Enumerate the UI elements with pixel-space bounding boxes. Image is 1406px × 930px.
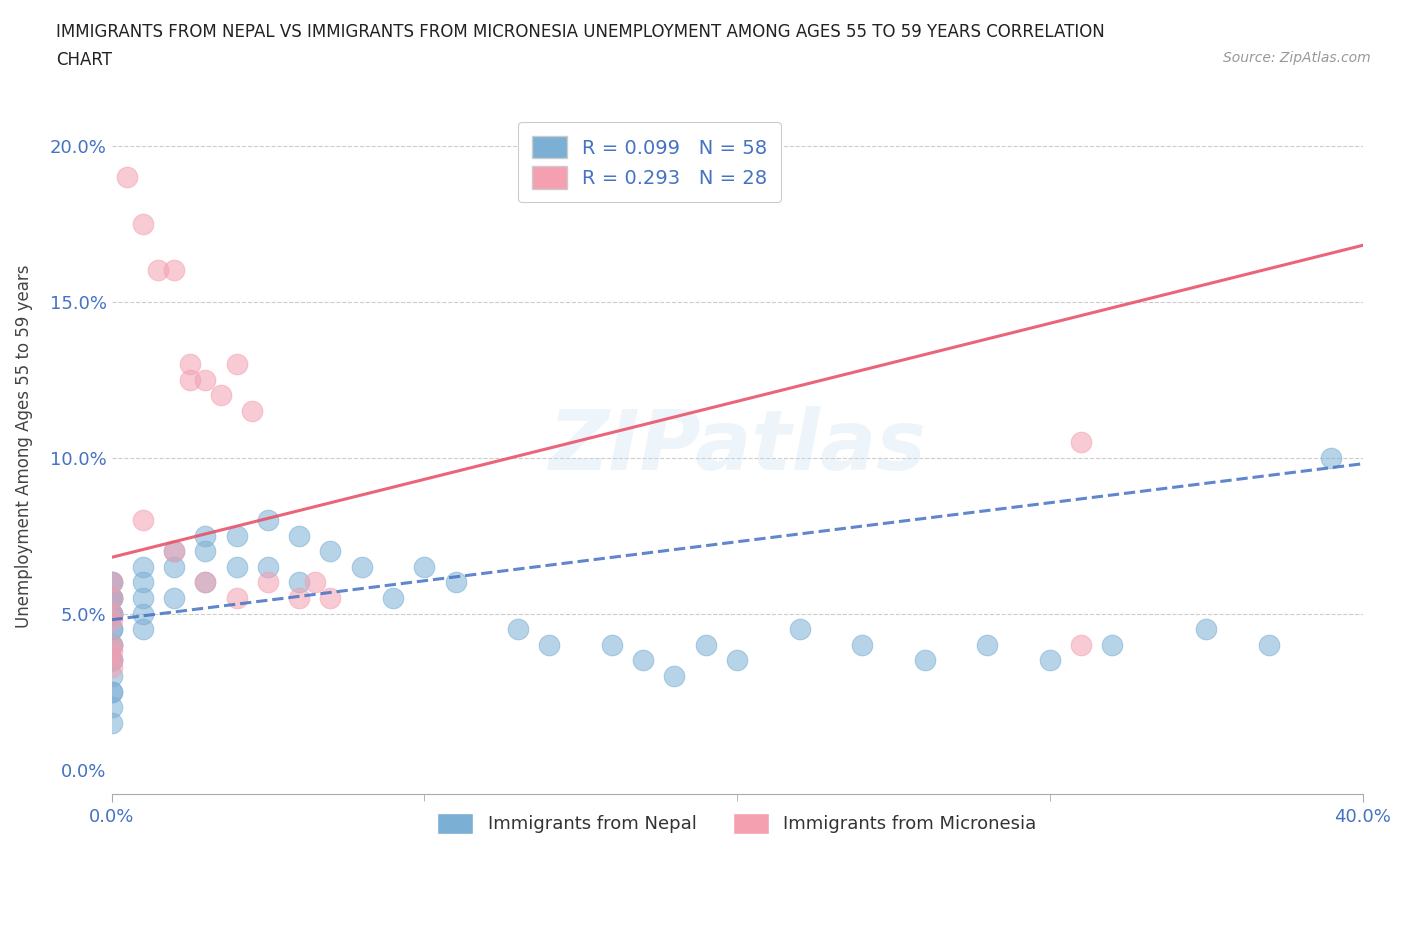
Point (1070, 637, 1092, 652)
Text: IMMIGRANTS FROM NEPAL VS IMMIGRANTS FROM MICRONESIA UNEMPLOYMENT AMONG AGES 55 T: IMMIGRANTS FROM NEPAL VS IMMIGRANTS FROM… (56, 23, 1105, 41)
Point (100, 669, 122, 684)
Point (664, 669, 686, 684)
Point (1039, 653, 1062, 668)
Point (413, 559, 436, 574)
Point (789, 621, 811, 636)
Point (100, 591, 122, 605)
Point (100, 637, 122, 652)
Point (1257, 637, 1279, 652)
Point (100, 606, 122, 621)
Point (508, 621, 530, 636)
Point (100, 606, 122, 621)
Point (163, 591, 186, 605)
Point (1070, 434, 1092, 449)
Point (225, 356, 247, 371)
Point (100, 637, 122, 652)
Point (1195, 621, 1218, 636)
Point (100, 575, 122, 590)
Text: ZIPatlas: ZIPatlas (548, 406, 927, 487)
Point (1320, 450, 1343, 465)
Point (288, 591, 311, 605)
Point (976, 637, 998, 652)
Point (100, 653, 122, 668)
Point (209, 388, 232, 403)
Point (538, 637, 561, 652)
Point (100, 591, 122, 605)
Point (132, 606, 155, 621)
Y-axis label: Unemployment Among Ages 55 to 59 years: Unemployment Among Ages 55 to 59 years (15, 265, 32, 629)
Point (100, 606, 122, 621)
Point (350, 559, 373, 574)
Point (100, 644, 122, 658)
Point (304, 575, 326, 590)
Point (100, 591, 122, 605)
Point (319, 544, 342, 559)
Point (100, 575, 122, 590)
Point (163, 263, 186, 278)
Point (100, 606, 122, 621)
Point (194, 575, 217, 590)
Point (725, 653, 748, 668)
Point (100, 684, 122, 699)
Point (163, 559, 186, 574)
Point (100, 659, 122, 674)
Point (225, 559, 247, 574)
Point (100, 653, 122, 668)
Legend: Immigrants from Nepal, Immigrants from Micronesia: Immigrants from Nepal, Immigrants from M… (423, 798, 1052, 848)
Point (100, 612, 122, 627)
Text: Source: ZipAtlas.com: Source: ZipAtlas.com (1223, 51, 1371, 65)
Point (132, 512, 155, 527)
Point (194, 528, 217, 543)
Point (132, 216, 155, 231)
Point (100, 575, 122, 590)
Point (100, 621, 122, 636)
Point (100, 715, 122, 730)
Point (132, 591, 155, 605)
Point (288, 575, 311, 590)
Point (148, 263, 170, 278)
Point (100, 621, 122, 636)
Point (163, 544, 186, 559)
Point (194, 575, 217, 590)
Point (257, 512, 280, 527)
Point (444, 575, 467, 590)
Point (257, 559, 280, 574)
Point (257, 575, 280, 590)
Point (240, 404, 263, 418)
Point (319, 591, 342, 605)
Point (225, 528, 247, 543)
Point (163, 544, 186, 559)
Point (600, 637, 623, 652)
Point (100, 699, 122, 714)
Point (225, 591, 247, 605)
Point (100, 653, 122, 668)
Point (100, 684, 122, 699)
Point (100, 591, 122, 605)
Point (132, 621, 155, 636)
Point (132, 575, 155, 590)
Point (914, 653, 936, 668)
Point (851, 637, 873, 652)
Point (695, 637, 717, 652)
Point (100, 637, 122, 652)
Point (631, 653, 654, 668)
Point (179, 356, 201, 371)
Point (100, 606, 122, 621)
Point (194, 372, 217, 387)
Text: CHART: CHART (56, 51, 112, 69)
Point (115, 169, 138, 184)
Point (382, 591, 405, 605)
Point (132, 559, 155, 574)
Point (179, 372, 201, 387)
Point (288, 528, 311, 543)
Point (194, 544, 217, 559)
Point (1101, 637, 1123, 652)
